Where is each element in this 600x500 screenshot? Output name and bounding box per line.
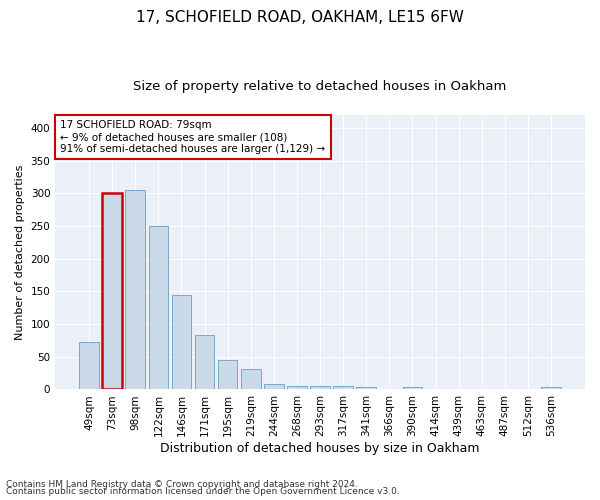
Bar <box>125 190 145 390</box>
Y-axis label: Number of detached properties: Number of detached properties <box>15 164 25 340</box>
Text: Contains public sector information licensed under the Open Government Licence v3: Contains public sector information licen… <box>6 487 400 496</box>
Title: Size of property relative to detached houses in Oakham: Size of property relative to detached ho… <box>133 80 507 93</box>
Bar <box>264 384 284 390</box>
Bar <box>310 386 330 390</box>
Text: 17, SCHOFIELD ROAD, OAKHAM, LE15 6FW: 17, SCHOFIELD ROAD, OAKHAM, LE15 6FW <box>136 10 464 25</box>
Bar <box>541 388 561 390</box>
Bar <box>287 386 307 390</box>
Bar <box>149 226 168 390</box>
Bar <box>241 368 260 390</box>
Bar <box>79 342 99 390</box>
Bar <box>356 388 376 390</box>
Bar <box>172 294 191 390</box>
Bar <box>218 360 238 390</box>
Text: Contains HM Land Registry data © Crown copyright and database right 2024.: Contains HM Land Registry data © Crown c… <box>6 480 358 489</box>
X-axis label: Distribution of detached houses by size in Oakham: Distribution of detached houses by size … <box>160 442 480 455</box>
Bar <box>334 386 353 390</box>
Bar <box>403 387 422 390</box>
Bar <box>195 335 214 390</box>
Text: 17 SCHOFIELD ROAD: 79sqm
← 9% of detached houses are smaller (108)
91% of semi-d: 17 SCHOFIELD ROAD: 79sqm ← 9% of detache… <box>61 120 326 154</box>
Bar <box>103 194 122 390</box>
